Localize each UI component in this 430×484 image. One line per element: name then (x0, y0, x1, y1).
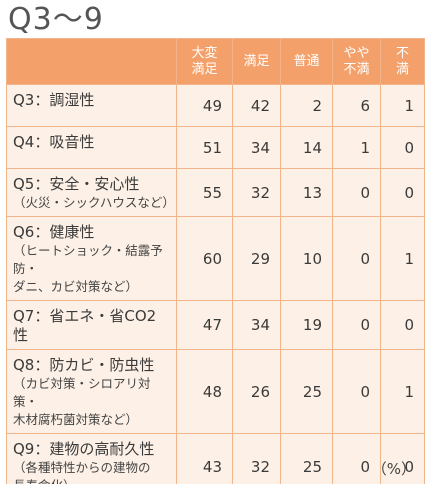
percentage-cell: 34 (232, 300, 281, 350)
table-row: Q6：健康性 （ヒートショック・結露予防・ダニ、カビ対策など） 60 29 10 0 1 (6, 216, 425, 301)
header-neutral: 普通 (280, 38, 333, 85)
question-note: 木材腐朽菌対策など） (13, 412, 139, 427)
percentage-cell: 25 (280, 433, 333, 484)
percentage-cell: 0 (332, 300, 381, 350)
question-title: Q6：健康性 (13, 223, 95, 241)
percentage-cell: 19 (280, 300, 333, 350)
percentage-cell: 1 (380, 349, 425, 434)
table-row: Q7：省エネ・省CO2性 47 34 19 0 0 (6, 300, 425, 350)
table-row: Q5：安全・安心性 （火災・シックハウスなど） 55 32 13 0 0 (6, 168, 425, 217)
table-row: Q4：吸音性 51 34 14 1 0 (6, 126, 425, 169)
question-title: Q3：調湿性 (13, 91, 95, 109)
percentage-cell: 0 (332, 216, 381, 301)
percentage-cell: 43 (176, 433, 233, 484)
page-title: Q3～9 (8, 2, 104, 37)
percentage-cell: 32 (232, 168, 281, 217)
question-note: （火災・シックハウスなど） (13, 195, 175, 210)
question-note: ダニ、カビ対策など） (13, 279, 139, 294)
question-label-cell: Q3：調湿性 (6, 84, 177, 127)
percentage-cell: 42 (232, 84, 281, 127)
question-title: Q8：防カビ・防虫性 (13, 356, 155, 374)
percentage-cell: 0 (332, 349, 381, 434)
question-title: Q4：吸音性 (13, 133, 95, 151)
percentage-cell: 29 (232, 216, 281, 301)
percentage-cell: 13 (280, 168, 333, 217)
percentage-cell: 32 (232, 433, 281, 484)
percentage-cell: 0 (380, 168, 425, 217)
percentage-cell: 55 (176, 168, 233, 217)
percentage-cell: 25 (280, 349, 333, 434)
percentage-cell: 0 (332, 433, 381, 484)
percentage-cell: 2 (280, 84, 333, 127)
percentage-cell: 14 (280, 126, 333, 169)
question-title: Q5：安全・安心性 (13, 175, 140, 193)
header-somewhat-dissatisfied: やや 不満 (332, 38, 381, 85)
question-note: （ヒートショック・結露予防・ (13, 243, 163, 276)
question-label-cell: Q6：健康性 （ヒートショック・結露予防・ダニ、カビ対策など） (6, 216, 177, 301)
question-title: Q9：建物の高耐久性 (13, 440, 155, 458)
percentage-cell: 60 (176, 216, 233, 301)
percentage-cell: 0 (332, 168, 381, 217)
percentage-cell: 1 (380, 84, 425, 127)
percentage-cell: 0 (380, 300, 425, 350)
question-label-cell: Q8：防カビ・防虫性 （カビ対策・シロアリ対策・木材腐朽菌対策など） (6, 349, 177, 434)
header-very-satisfied: 大変 満足 (176, 38, 233, 85)
question-note: （カビ対策・シロアリ対策・ (13, 376, 151, 409)
percentage-cell: 51 (176, 126, 233, 169)
question-label-cell: Q9：建物の高耐久性 （各種特性からの建物の長寿命化） (6, 433, 177, 484)
percentage-cell: 49 (176, 84, 233, 127)
table-row: Q8：防カビ・防虫性 （カビ対策・シロアリ対策・木材腐朽菌対策など） 48 26 25 0… (6, 349, 425, 434)
percentage-cell: 0 (380, 433, 425, 484)
header-dissatisfied: 不満 (380, 38, 425, 85)
table-row: Q3：調湿性 49 42 2 6 1 (6, 84, 425, 127)
question-title: Q7：省エネ・省CO2性 (13, 307, 157, 344)
survey-results-table: 大変 満足 満足 普通 やや 不満 不満 Q3：調湿性 49 42 2 6 1 Q4：吸音性 51… (6, 38, 425, 484)
percentage-cell: 10 (280, 216, 333, 301)
percentage-cell: 34 (232, 126, 281, 169)
percentage-cell: 1 (332, 126, 381, 169)
percentage-cell: 48 (176, 349, 233, 434)
question-note: 長寿命化） (13, 477, 170, 484)
question-label-cell: Q5：安全・安心性 （火災・シックハウスなど） (6, 168, 177, 217)
question-note: （各種特性からの建物の (13, 460, 151, 475)
question-label-cell: Q7：省エネ・省CO2性 (6, 300, 177, 350)
header-blank-cell (6, 38, 177, 85)
header-satisfied: 満足 (232, 38, 281, 85)
percentage-cell: 26 (232, 349, 281, 434)
question-label-cell: Q4：吸音性 (6, 126, 177, 169)
percentage-cell: 47 (176, 300, 233, 350)
percentage-cell: 0 (380, 126, 425, 169)
percentage-cell: 6 (332, 84, 381, 127)
unit-label: （%） (371, 460, 416, 478)
header-row: 大変 満足 満足 普通 やや 不満 不満 (6, 38, 425, 85)
percentage-cell: 1 (380, 216, 425, 301)
